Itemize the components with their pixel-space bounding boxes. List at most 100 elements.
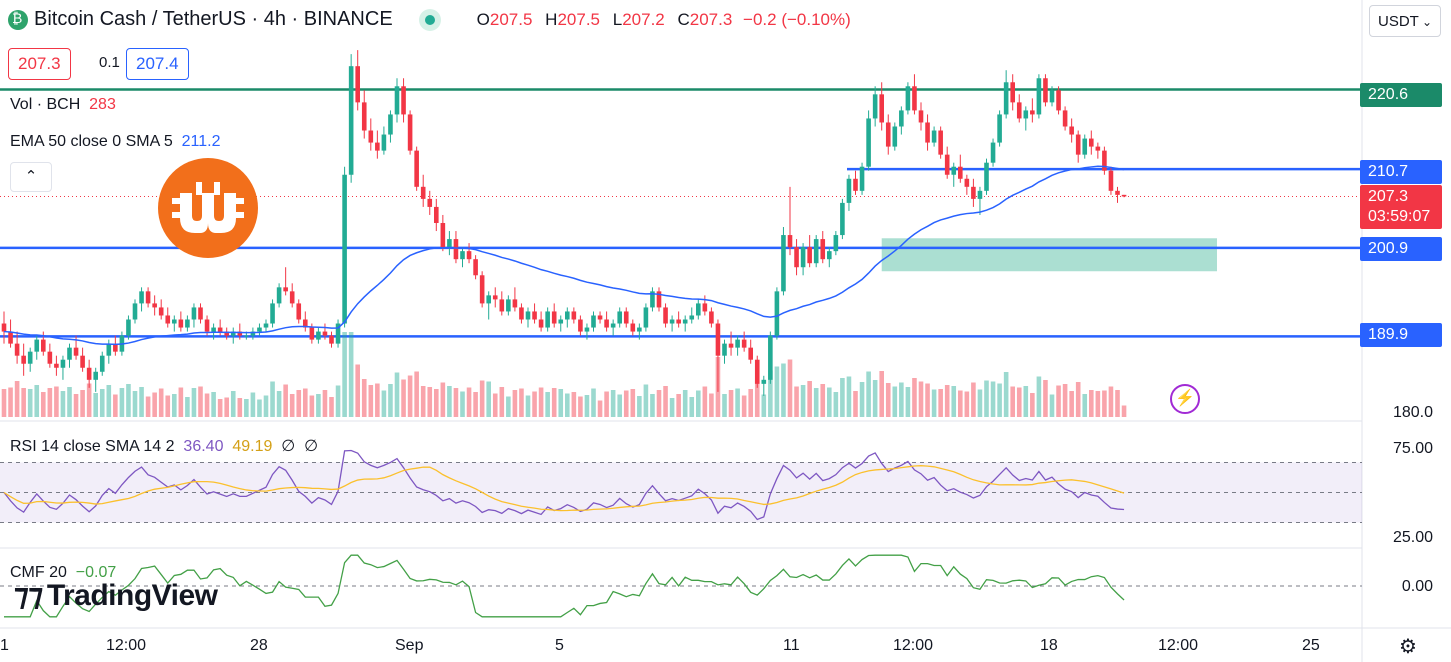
candle (715, 323, 721, 356)
volume-bar (93, 393, 98, 417)
candle (971, 186, 976, 199)
candle (244, 335, 249, 337)
volume-bar (1089, 390, 1094, 417)
candle (375, 142, 380, 151)
candle (211, 327, 216, 332)
market-status-icon[interactable] (418, 8, 441, 31)
volume-bar (414, 371, 419, 417)
candle (820, 239, 826, 260)
candle (794, 247, 799, 268)
candle (545, 311, 550, 328)
volume-bar (774, 366, 780, 417)
volume-bar (1030, 393, 1035, 417)
candle (250, 331, 256, 336)
sell-button[interactable]: 207.3 (8, 48, 71, 80)
volume-bar (938, 389, 943, 417)
candle (1023, 110, 1029, 119)
gear-icon[interactable]: ⚙ (1399, 636, 1417, 658)
volume-bar (892, 386, 898, 417)
volume-bar (453, 388, 459, 417)
volume-legend[interactable]: Vol · BCH 283 (10, 96, 116, 113)
volume-bar (990, 381, 996, 417)
candle (394, 86, 400, 115)
candle (578, 319, 583, 332)
candle (1069, 126, 1074, 135)
price-tag-level1: 220.6 (1360, 83, 1442, 107)
candle (499, 299, 505, 312)
candle (8, 331, 13, 344)
volume-bar (329, 397, 334, 417)
volume-bar (728, 390, 734, 417)
candle (34, 339, 40, 352)
volume-bar (14, 381, 20, 417)
symbol-title[interactable]: Bitcoin Cash / TetherUS · 4h · BINANCE (34, 8, 393, 30)
candle (912, 86, 917, 111)
candle (27, 351, 33, 364)
volume-bar (551, 388, 557, 417)
collapse-legend-button[interactable]: ⌃ (10, 162, 52, 192)
candle (892, 126, 898, 147)
candle (800, 247, 806, 268)
volume-bar (578, 396, 583, 417)
candle (1102, 150, 1107, 171)
volume-bar (492, 393, 498, 417)
volume-bar (643, 384, 649, 417)
bitcoin-cash-logo (158, 158, 258, 258)
volume-bar (669, 398, 675, 417)
volume-bar (250, 392, 256, 417)
volume-bar (859, 382, 865, 417)
cmf-line (4, 554, 1125, 618)
cmf-legend[interactable]: CMF 20 −0.07 (10, 564, 117, 581)
volume-bar (925, 383, 930, 417)
rsi-legend[interactable]: RSI 14 close SMA 14 2 36.40 49.19 ∅ ∅ (10, 438, 319, 455)
symbol-header[interactable]: Bitcoin Cash / TetherUS · 4h · BINANCE O… (8, 8, 851, 31)
x-axis-label: 18 (1040, 637, 1058, 654)
buy-button[interactable]: 207.4 (126, 48, 189, 80)
lightning-icon[interactable]: ⚡ (1170, 384, 1200, 414)
candle (1121, 194, 1127, 197)
candle (696, 303, 701, 316)
volume-bar (833, 392, 839, 417)
candle (591, 315, 596, 328)
x-axis-label: Sep (395, 637, 424, 654)
volume-bar (571, 392, 577, 417)
volume-bar (702, 386, 708, 417)
volume-bar (787, 359, 793, 417)
volume-bar (342, 332, 347, 417)
volume-bar (931, 389, 937, 417)
candle (656, 291, 662, 308)
candle (565, 311, 570, 320)
volume-bar (21, 388, 26, 417)
candle (67, 347, 72, 360)
volume-bar (67, 387, 72, 417)
chevron-down-icon: ⌄ (1421, 15, 1432, 29)
volume-bar (1036, 376, 1042, 417)
volume-bar (355, 364, 360, 417)
volume-bar (741, 395, 747, 417)
volume-bar (322, 390, 328, 417)
volume-bar (1082, 394, 1088, 417)
candle (1, 323, 7, 332)
current-price-tag: 207.3 03:59:07 (1360, 185, 1442, 229)
volume-bar (565, 393, 570, 417)
volume-bar (794, 386, 799, 417)
volume-bar (224, 397, 229, 417)
x-axis-label: 1 (0, 637, 9, 654)
volume-bar (73, 394, 79, 417)
volume-bar (270, 381, 275, 417)
candle (132, 303, 138, 320)
cmf-axis-zero: 0.00 (1401, 578, 1433, 595)
volume-bar (473, 392, 478, 417)
x-axis-label: 12:00 (1158, 637, 1199, 654)
volume-bar (1095, 391, 1101, 417)
volume-bar (1010, 386, 1015, 417)
bitcoin-cash-icon (8, 9, 28, 30)
candle (951, 166, 957, 175)
volume-bar (152, 392, 157, 417)
currency-selector[interactable]: USDT ⌄ (1369, 5, 1441, 37)
volume-bar (558, 389, 564, 417)
volume-bar (368, 385, 374, 417)
ema-legend[interactable]: EMA 50 close 0 SMA 5 211.2 (10, 133, 221, 150)
candle (178, 319, 184, 328)
